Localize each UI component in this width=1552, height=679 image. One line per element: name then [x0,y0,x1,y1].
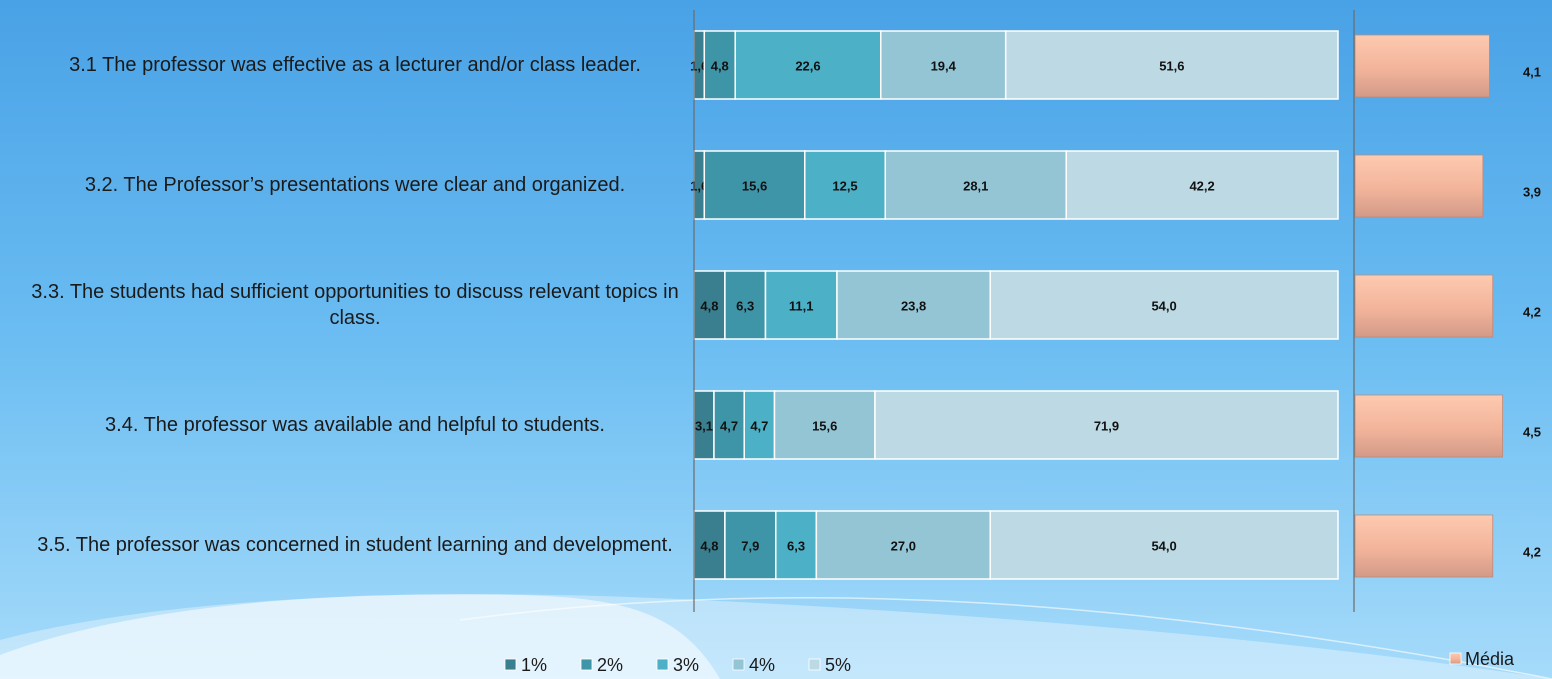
bar-segment [804,150,887,220]
value-label: 11,1 [789,298,814,313]
bar-segment [874,390,1339,460]
bar-segment [989,270,1339,340]
category-label: 3.4. The professor was available and hel… [105,414,605,436]
bar-segment [703,150,806,220]
category-label: 3.3. The students had sufficient opportu… [31,281,679,329]
legend-label: 5% [825,655,851,675]
bar-segment [703,30,736,100]
value-label: 12,5 [832,178,857,193]
bar-segment [880,30,1007,100]
value-label: 23,8 [901,298,926,313]
value-label: 15,6 [742,178,767,193]
legend-swatch [732,658,745,671]
value-label: 27,0 [891,538,916,553]
value-label: 15,6 [812,418,837,433]
value-label: 4,7 [750,418,768,433]
legend-swatch [808,658,821,671]
bar-segment [713,390,745,460]
bar [1354,514,1494,578]
legend-label: Média [1465,649,1515,669]
bar-segment [836,270,991,340]
bar-segment [773,390,876,460]
value-label: 4,5 [1523,424,1541,439]
bar-segment [693,270,726,340]
bar-segment [815,510,991,580]
value-label: 7,9 [741,538,759,553]
bar-segment [1065,150,1339,220]
legend-label: 1% [521,655,547,675]
category-label: 3.1 The professor was effective as a lec… [69,54,641,76]
value-label: 4,8 [711,58,729,73]
bar [1354,34,1490,98]
value-label: 71,9 [1094,418,1119,433]
value-label: 22,6 [795,58,820,73]
bar-segment [734,30,882,100]
value-label: 4,8 [700,538,718,553]
value-label: 19,4 [931,58,957,73]
swoosh [0,594,720,679]
swoosh-line [459,597,1552,679]
legend-label: 2% [597,655,623,675]
legend-swatch [1449,652,1462,665]
value-label: 4,2 [1523,304,1541,319]
bar [1354,274,1494,338]
legend-swatch [580,658,593,671]
value-label: 4,1 [1523,64,1541,79]
value-label: 3,1 [695,418,713,433]
category-label: 3.2. The Professor’s presentations were … [84,174,626,196]
value-label: 4,2 [1523,544,1541,559]
value-label: 28,1 [963,178,988,193]
value-label: 42,2 [1189,178,1214,193]
legend-label: 4% [749,655,775,675]
value-label: 4,7 [720,418,738,433]
value-label: 54,0 [1151,538,1176,553]
value-label: 51,6 [1159,58,1184,73]
bar-segment [1004,30,1339,100]
bar [1354,394,1504,458]
legend-swatch [656,658,669,671]
value-label: 54,0 [1151,298,1176,313]
value-label: 3,9 [1523,184,1541,199]
bar-segment [884,150,1067,220]
bar-segment [989,510,1339,580]
value-label: 6,3 [787,538,805,553]
value-label: 6,3 [736,298,754,313]
value-label: 4,8 [700,298,718,313]
bar-segment [724,510,777,580]
category-label: 3.5. The professor was concerned in stud… [37,534,673,556]
bar-segment [724,270,767,340]
bar [1354,154,1484,218]
legend-label: 3% [673,655,699,675]
bar-segment [775,510,818,580]
legend-swatch [504,658,517,671]
